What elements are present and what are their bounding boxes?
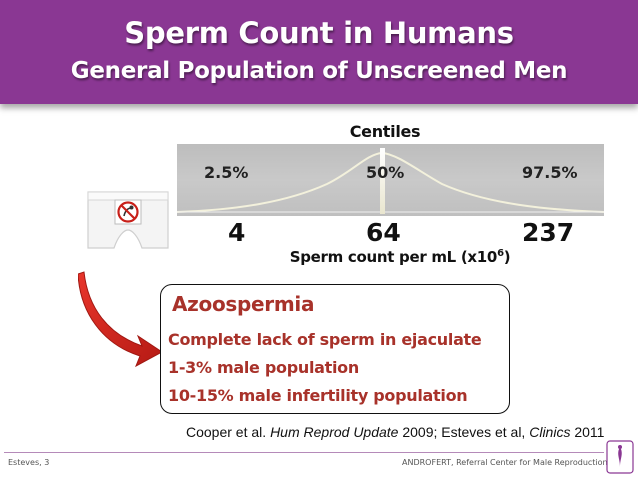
median-marker	[380, 148, 385, 214]
underwear-icon	[87, 191, 169, 249]
axis-label: Sperm count per mL (x106)	[289, 248, 511, 266]
footer-divider	[4, 452, 604, 453]
value-low: 4	[228, 218, 246, 247]
value-median: 64	[366, 218, 401, 247]
bell-curve	[177, 151, 604, 213]
androfert-logo-icon	[606, 440, 634, 474]
centile-label-median: 50%	[366, 163, 405, 182]
distribution-band	[177, 144, 604, 216]
footer-organization: ANDROFERT, Referral Center for Male Repr…	[402, 458, 608, 467]
centiles-title: Centiles	[349, 122, 421, 141]
centile-label-high: 97.5%	[522, 163, 578, 182]
distribution-curve	[177, 148, 604, 214]
azoospermia-title: Azoospermia	[172, 292, 315, 316]
azoospermia-box	[160, 284, 510, 414]
no-sperm-sign-icon	[117, 201, 139, 223]
value-high: 237	[522, 218, 575, 247]
slide-subtitle: General Population of Unscreened Men	[70, 58, 568, 84]
info-line-definition: Complete lack of sperm in ejaculate	[168, 330, 482, 349]
slide-title: Sperm Count in Humans	[124, 16, 514, 50]
footer-author: Esteves, 3	[8, 458, 50, 467]
centile-label-low: 2.5%	[204, 163, 249, 182]
slide-header	[0, 0, 638, 104]
citation: Cooper et al. Hum Reprod Update 2009; Es…	[186, 424, 605, 440]
info-line-infertility: 10-15% male infertility population	[168, 386, 468, 405]
info-line-population: 1-3% male population	[168, 358, 359, 377]
curved-arrow-icon	[78, 271, 163, 368]
